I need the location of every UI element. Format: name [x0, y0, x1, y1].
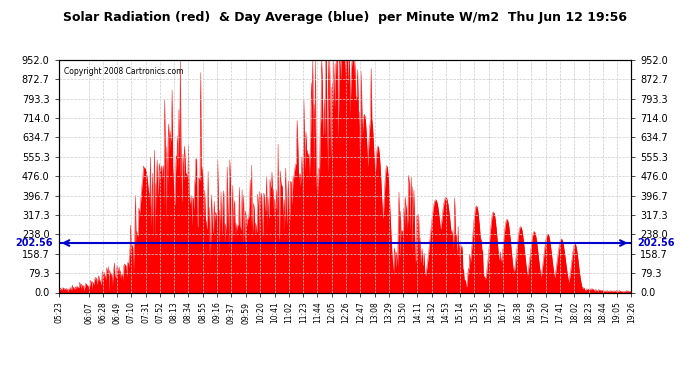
Text: 202.56: 202.56 — [637, 238, 675, 248]
Text: Copyright 2008 Cartronics.com: Copyright 2008 Cartronics.com — [64, 67, 184, 76]
Text: Solar Radiation (red)  & Day Average (blue)  per Minute W/m2  Thu Jun 12 19:56: Solar Radiation (red) & Day Average (blu… — [63, 11, 627, 24]
Text: 202.56: 202.56 — [15, 238, 53, 248]
